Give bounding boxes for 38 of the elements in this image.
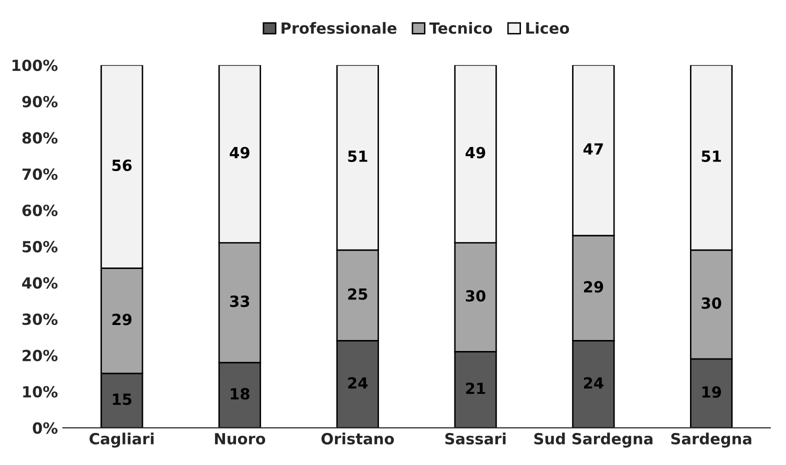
data-label: 33 (230, 296, 250, 308)
legend-label: Tecnico (429, 22, 492, 34)
data-label: 19 (702, 386, 721, 398)
data-label: 24 (348, 377, 368, 388)
data-label: 18 (230, 388, 250, 400)
data-label: 51 (348, 150, 368, 162)
data-label: 47 (583, 143, 603, 155)
y-tick-label: 90% (22, 96, 58, 108)
y-tick-label: 100% (12, 60, 58, 72)
data-label: 49 (230, 146, 250, 158)
y-tick-label: 10% (23, 386, 58, 398)
x-tick-label: Oristano (321, 432, 394, 444)
x-tick-label: Nuoro (215, 433, 266, 444)
x-tick-label: Sardegna (671, 432, 752, 448)
y-tick-label: 20% (22, 350, 58, 362)
data-label: 30 (466, 290, 486, 302)
data-label: 56 (112, 160, 132, 172)
data-label: 15 (112, 394, 132, 406)
y-tick-label: 50% (22, 240, 58, 252)
data-label: 24 (584, 377, 604, 388)
data-label: 30 (702, 297, 722, 309)
data-label: 51 (702, 150, 721, 162)
x-tick-label: Cagliari (90, 432, 154, 448)
legend-label: Professionale (282, 22, 396, 34)
y-tick-label: 30% (22, 313, 58, 326)
data-label: 21 (466, 382, 486, 394)
x-tick-label: Sud Sardegna (534, 432, 652, 448)
y-tick-label: 0% (32, 422, 58, 434)
y-tick-label: 40% (22, 277, 58, 289)
x-tick-label: Sassari (445, 432, 506, 444)
y-tick-label: 60% (22, 204, 58, 216)
legend-label: Liceo (526, 22, 570, 34)
data-label: 29 (584, 281, 604, 293)
data-label: 29 (112, 314, 132, 326)
data-label: 49 (466, 146, 486, 158)
y-tick-label: 80% (22, 132, 58, 144)
y-tick-label: 70% (22, 168, 58, 180)
data-label: 25 (348, 288, 368, 300)
